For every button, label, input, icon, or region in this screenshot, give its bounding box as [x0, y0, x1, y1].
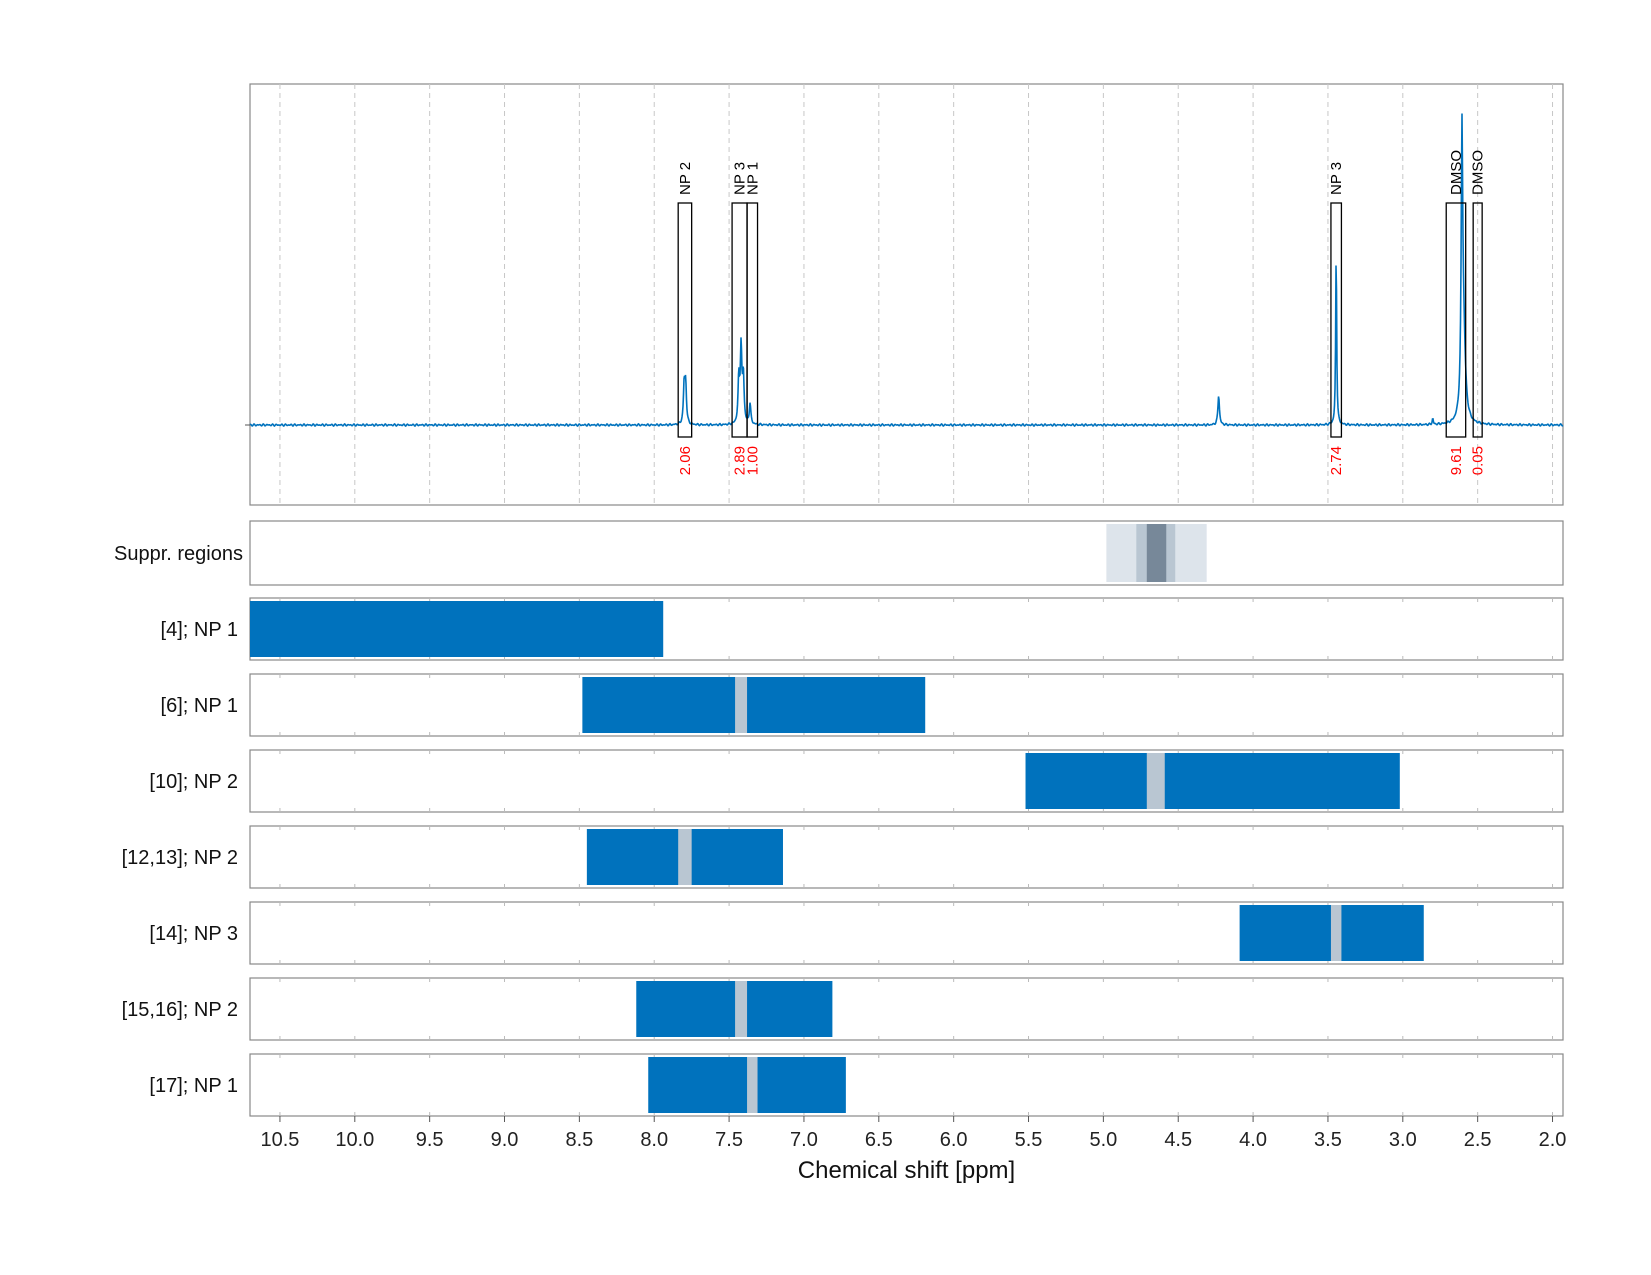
- peak-region-label: DMSO: [1448, 150, 1465, 195]
- x-tick-label: 4.5: [1164, 1129, 1192, 1151]
- peak-region-box: [1472, 202, 1483, 438]
- peak-region-box: [746, 202, 759, 438]
- correlation-gap: [747, 1057, 758, 1113]
- correlation-gap: [735, 677, 748, 733]
- correlation-gap: [1146, 753, 1165, 809]
- correlation-gap: [1330, 905, 1342, 961]
- correlation-panel: [249, 977, 1564, 1041]
- correlation-panel: [249, 825, 1564, 889]
- correlation-gap: [735, 981, 748, 1037]
- peak-region-label: NP 3: [1328, 162, 1345, 195]
- peak-region-label: DMSO: [1470, 150, 1487, 195]
- suppressed-band: [1146, 524, 1167, 582]
- x-tick-label: 7.5: [715, 1129, 743, 1151]
- correlation-row-label: [12,13]; NP 2: [122, 847, 238, 869]
- x-tick-label: 4.0: [1239, 1129, 1267, 1151]
- spectrum-panel: [249, 83, 1564, 506]
- integral-value: 1.00: [744, 446, 761, 475]
- correlation-row-label: [4]; NP 1: [161, 619, 238, 641]
- integral-value: 0.05: [1470, 446, 1487, 475]
- integral-value: 9.61: [1448, 446, 1465, 475]
- x-tick-label: 10.0: [335, 1129, 374, 1151]
- x-tick-label: 2.5: [1464, 1129, 1492, 1151]
- peak-region-box: [1330, 202, 1343, 438]
- suppressed-label: Suppr. regions: [114, 543, 243, 565]
- x-tick-label: 6.0: [940, 1129, 968, 1151]
- integral-value: 2.06: [677, 446, 694, 475]
- x-tick-label: 9.0: [491, 1129, 519, 1151]
- correlation-row-label: [15,16]; NP 2: [122, 999, 238, 1021]
- integral-value: 2.89: [732, 446, 749, 475]
- correlation-row-label: [14]; NP 3: [149, 923, 238, 945]
- x-tick-label: 3.0: [1389, 1129, 1417, 1151]
- correlation-row-label: [10]; NP 2: [149, 771, 238, 793]
- x-tick-label: 8.0: [640, 1129, 668, 1151]
- x-tick-label: 3.5: [1314, 1129, 1342, 1151]
- correlation-row-label: [17]; NP 1: [149, 1075, 238, 1097]
- peak-region-label: NP 1: [744, 162, 761, 195]
- x-tick-label: 9.5: [416, 1129, 444, 1151]
- x-tick-label: 2.0: [1539, 1129, 1567, 1151]
- x-tick-label: 6.5: [865, 1129, 893, 1151]
- peak-region-label: NP 3: [732, 162, 749, 195]
- correlation-panel: [249, 1053, 1564, 1117]
- correlation-gap: [678, 829, 692, 885]
- peak-region-label: NP 2: [677, 162, 694, 195]
- x-tick-label: 8.5: [565, 1129, 593, 1151]
- correlation-bar: [1025, 753, 1400, 809]
- suppressed-panel: [249, 520, 1564, 586]
- x-tick-label: 10.5: [260, 1129, 299, 1151]
- peak-region-box: [1445, 202, 1467, 438]
- correlation-bar: [250, 601, 664, 657]
- correlation-bar: [582, 677, 926, 733]
- peak-region-box: [677, 202, 693, 438]
- x-tick-label: 5.5: [1015, 1129, 1043, 1151]
- x-tick-label: 7.0: [790, 1129, 818, 1151]
- correlation-row-label: [6]; NP 1: [161, 695, 238, 717]
- correlation-bar: [636, 981, 833, 1037]
- x-axis-title: Chemical shift [ppm]: [798, 1157, 1015, 1184]
- integral-value: 2.74: [1328, 446, 1345, 475]
- spectrum-line: [249, 113, 1564, 428]
- x-tick-label: 5.0: [1089, 1129, 1117, 1151]
